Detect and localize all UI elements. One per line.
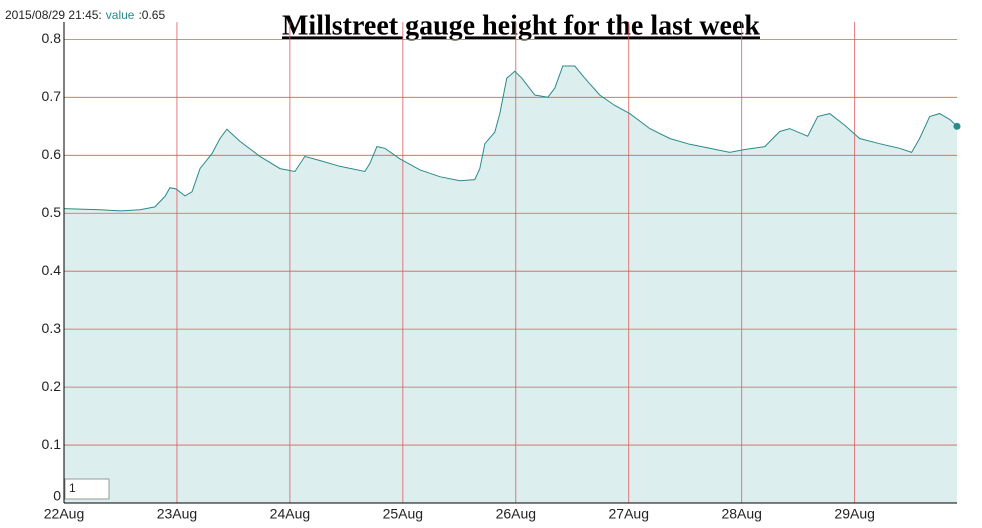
- y-tick-label: 0.6: [42, 146, 62, 162]
- x-tick-label: 26Aug: [496, 506, 536, 522]
- x-tick-label: 27Aug: [609, 506, 649, 522]
- legend-series: value: [106, 8, 135, 22]
- x-tick-label: 24Aug: [270, 506, 310, 522]
- x-tick-label: 28Aug: [721, 506, 761, 522]
- y-tick-label: 0.4: [42, 262, 62, 278]
- y-tick-label: 0: [53, 488, 61, 504]
- y-tick-label: 0.2: [42, 378, 62, 394]
- x-tick-label: 23Aug: [157, 506, 197, 522]
- y-tick-label: 0.3: [42, 320, 62, 336]
- y-tick-label: 0.1: [42, 436, 62, 452]
- y-tick-label: 0.5: [42, 204, 62, 220]
- chart-title: Millstreet gauge height for the last wee…: [282, 10, 760, 41]
- y-tick-label: 0.8: [42, 30, 62, 46]
- x-tick-label: 22Aug: [44, 506, 84, 522]
- roll-period-input[interactable]: 1: [64, 478, 110, 500]
- grid: [64, 22, 957, 503]
- input-box: [64, 478, 110, 500]
- line: [63, 65, 958, 212]
- legend-value: :0.65: [138, 8, 165, 22]
- legend-time: 2015/08/29 21:45:: [5, 8, 102, 22]
- x-tick-label: 25Aug: [383, 506, 423, 522]
- input-value: 1: [69, 481, 76, 495]
- point: [953, 122, 961, 130]
- x-tick-label: 29Aug: [834, 506, 874, 522]
- area-fill: [64, 66, 957, 503]
- y-tick-label: 0.7: [42, 88, 62, 104]
- legend: 2015/08/29 21:45: value:0.65: [5, 8, 165, 22]
